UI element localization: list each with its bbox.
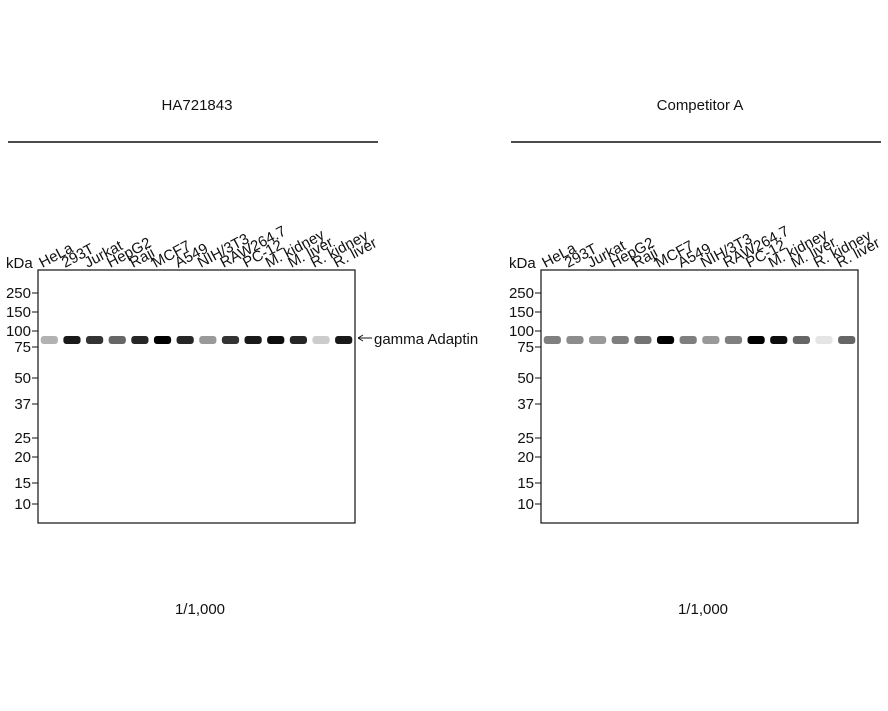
unit-label: kDa bbox=[6, 255, 33, 272]
band bbox=[656, 336, 675, 344]
band bbox=[40, 336, 58, 344]
marker-label: 37 bbox=[14, 396, 31, 413]
blot bbox=[540, 269, 859, 524]
band bbox=[724, 336, 743, 344]
band bbox=[611, 336, 629, 344]
arrow-head bbox=[357, 334, 364, 342]
band bbox=[199, 336, 217, 344]
marker-label: 20 bbox=[517, 449, 534, 466]
marker-label: 150 bbox=[6, 304, 31, 321]
band bbox=[153, 336, 172, 344]
marker-label: 15 bbox=[14, 475, 31, 492]
blot bbox=[37, 269, 356, 524]
marker-label: 50 bbox=[14, 370, 31, 387]
band bbox=[679, 336, 697, 344]
band bbox=[108, 336, 126, 344]
band bbox=[838, 336, 856, 344]
band bbox=[747, 336, 765, 344]
band bbox=[589, 336, 607, 344]
marker-label: 10 bbox=[14, 496, 31, 513]
marker-label: 20 bbox=[14, 449, 31, 466]
marker-label: 250 bbox=[6, 285, 31, 302]
band bbox=[221, 336, 240, 344]
dilution: 1/1,000 bbox=[175, 601, 225, 618]
marker-label: 250 bbox=[509, 285, 534, 302]
band bbox=[770, 336, 788, 344]
marker-label: 100 bbox=[6, 323, 31, 340]
band bbox=[815, 336, 833, 344]
band bbox=[86, 336, 104, 344]
marker-label: 50 bbox=[517, 370, 534, 387]
marker-label: 100 bbox=[509, 323, 534, 340]
band bbox=[634, 336, 652, 344]
marker-label: 25 bbox=[517, 430, 534, 447]
band bbox=[792, 336, 810, 344]
panel-title: Competitor A bbox=[657, 97, 744, 114]
band bbox=[289, 336, 307, 344]
marker-label: 15 bbox=[517, 475, 534, 492]
marker-label: 75 bbox=[517, 339, 534, 356]
dilution: 1/1,000 bbox=[678, 601, 728, 618]
band bbox=[566, 336, 584, 344]
band-label: gamma Adaptin bbox=[374, 331, 478, 348]
band bbox=[335, 336, 353, 344]
band bbox=[312, 336, 330, 344]
band bbox=[63, 336, 81, 344]
marker-label: 25 bbox=[14, 430, 31, 447]
unit-label: kDa bbox=[509, 255, 536, 272]
band bbox=[244, 336, 262, 344]
band bbox=[176, 336, 194, 344]
marker-label: 75 bbox=[14, 339, 31, 356]
marker-label: 150 bbox=[509, 304, 534, 321]
band bbox=[702, 336, 720, 344]
marker-label: 10 bbox=[517, 496, 534, 513]
band bbox=[267, 336, 285, 344]
marker-label: 37 bbox=[517, 396, 534, 413]
band bbox=[543, 336, 561, 344]
panel-title: HA721843 bbox=[162, 97, 233, 114]
band bbox=[131, 336, 149, 344]
